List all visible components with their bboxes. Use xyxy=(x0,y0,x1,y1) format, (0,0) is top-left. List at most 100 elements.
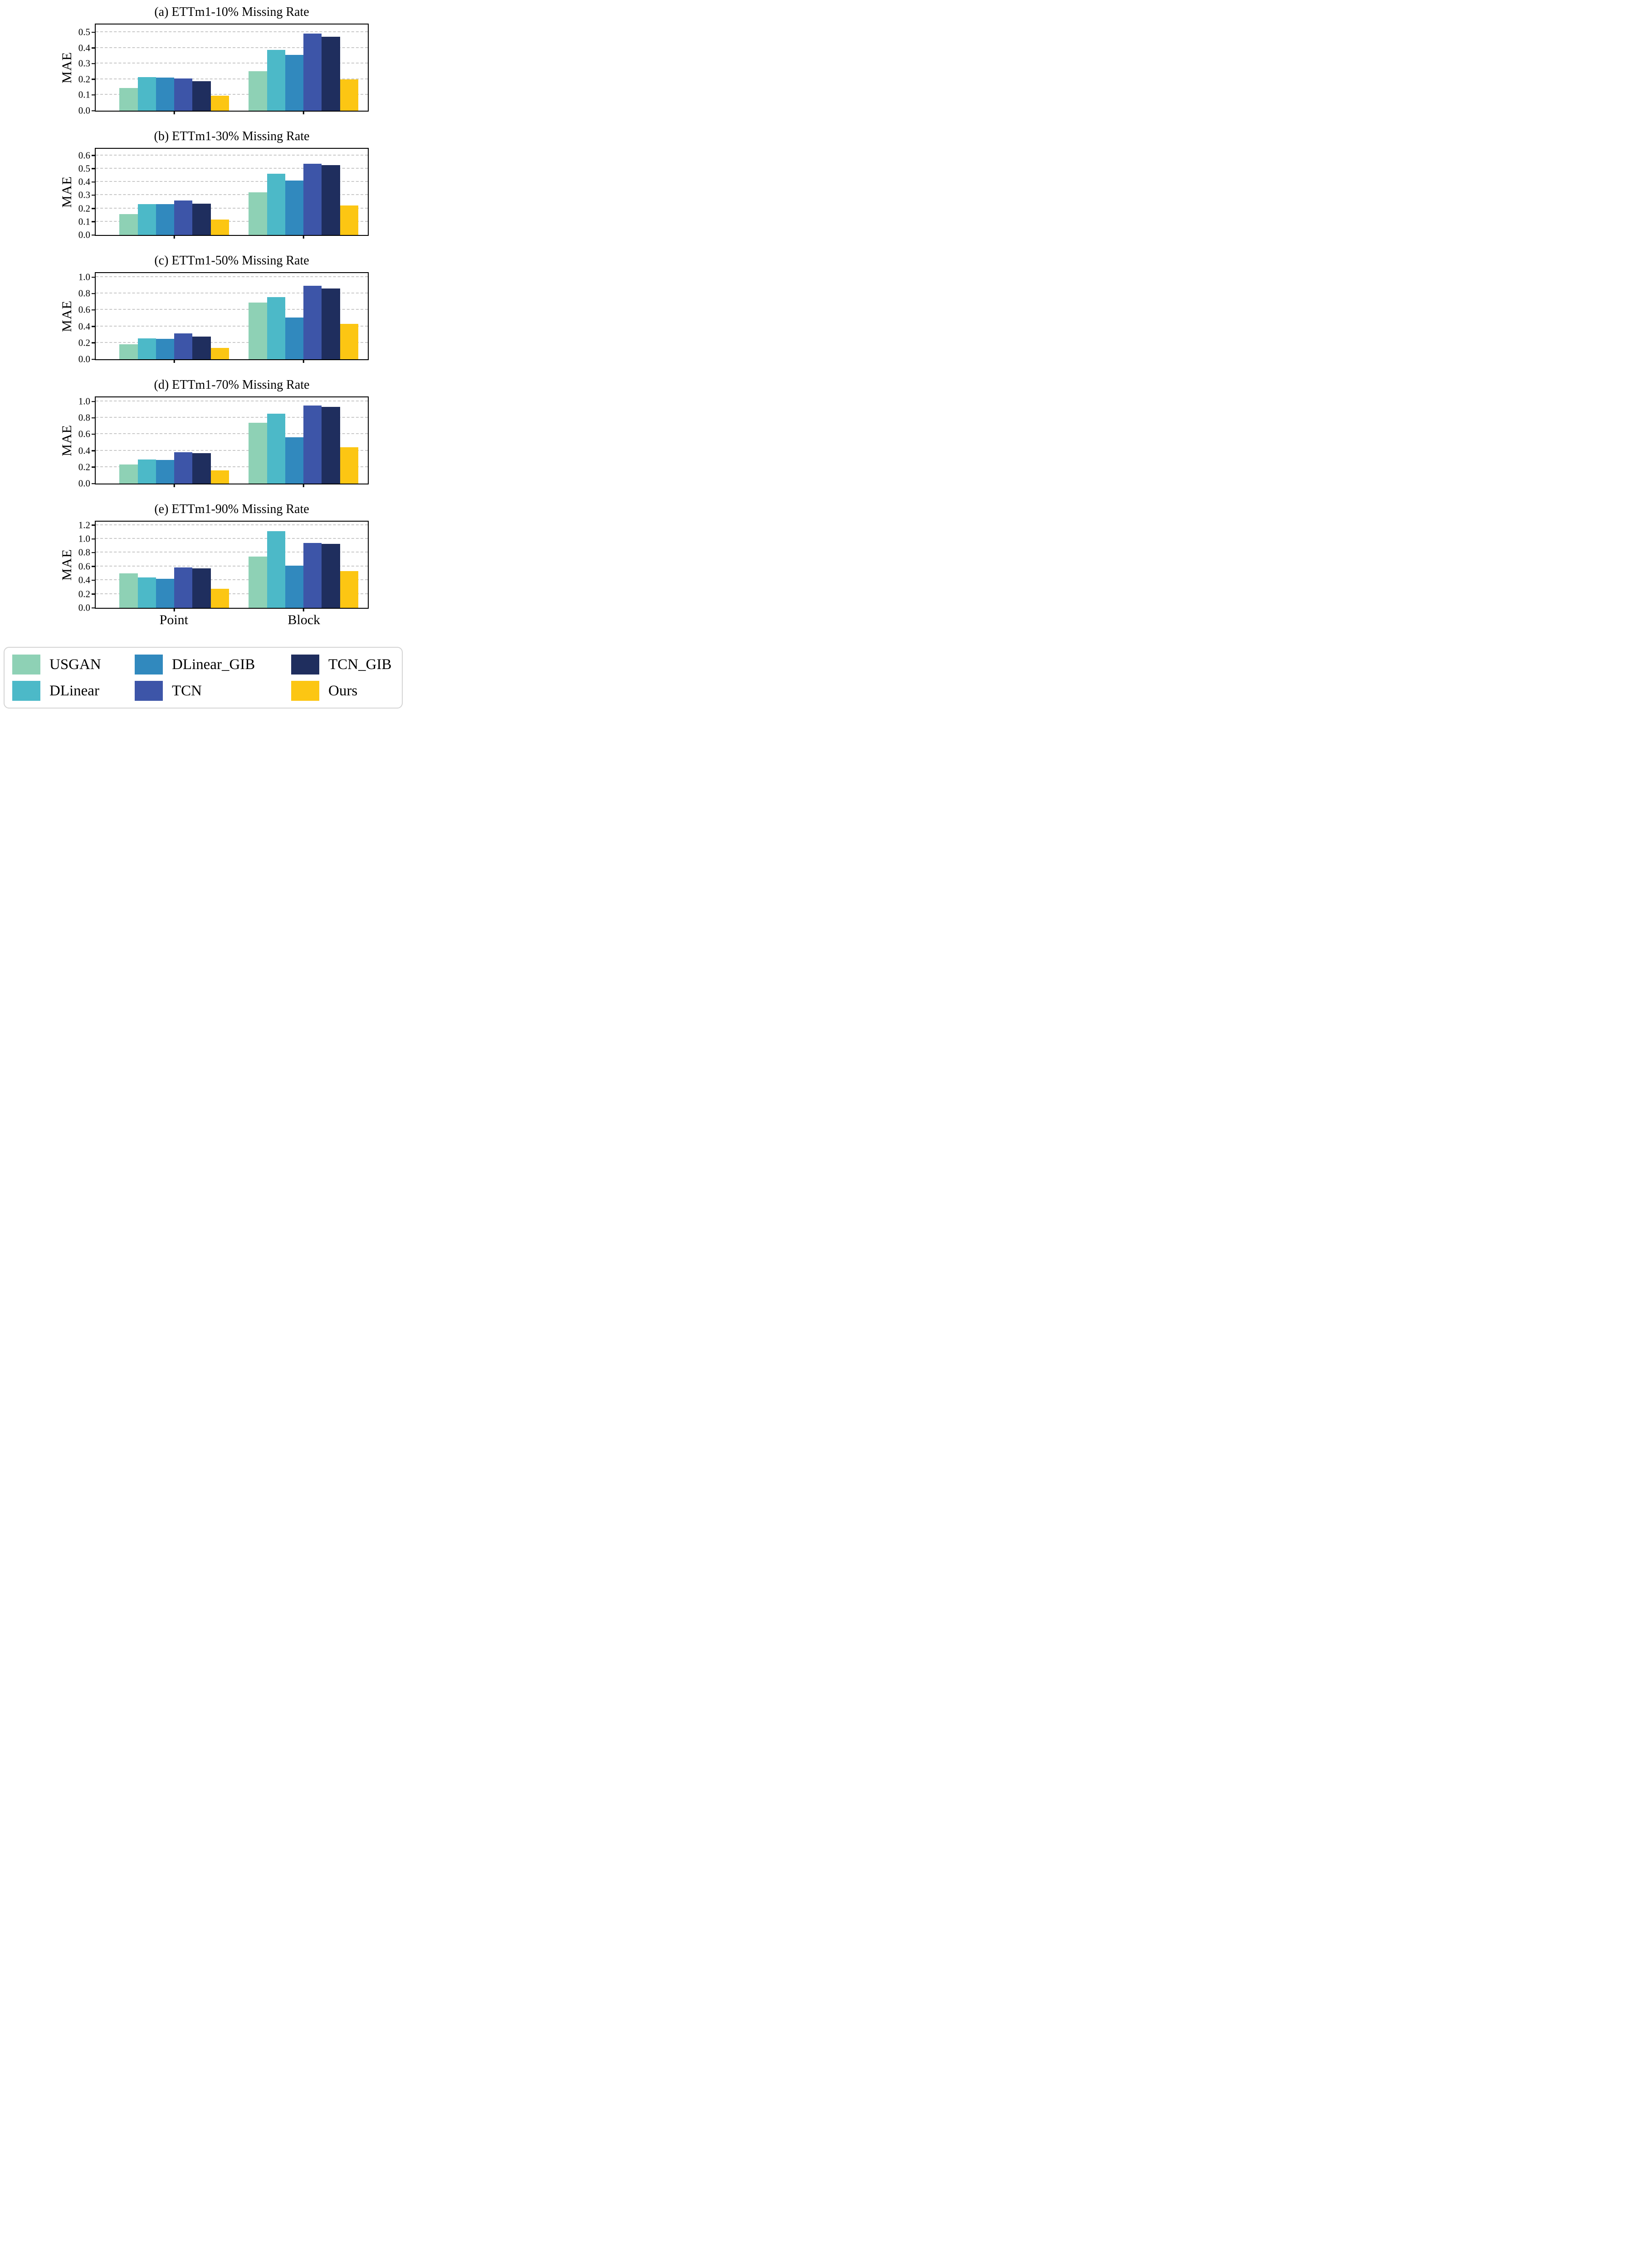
bar-TCN_GIB-Point xyxy=(192,453,211,484)
bar-DLinear_GIB-Block xyxy=(285,565,304,608)
y-tick-label: 0.4 xyxy=(78,445,90,456)
bar-TCN-Point xyxy=(174,333,193,359)
gridline xyxy=(96,63,368,64)
legend-swatch-DLinear_GIB xyxy=(135,655,163,675)
plot-area: 0.0 0.2 0.4 0.6 0.8 1.0 xyxy=(78,396,369,488)
legend-label: DLinear_GIB xyxy=(172,656,255,673)
bar-TCN_GIB-Point xyxy=(192,81,211,111)
y-tick-label: 0.4 xyxy=(78,574,90,586)
y-tick-mark xyxy=(92,524,95,526)
x-tick-labels: Point Block xyxy=(95,609,369,629)
y-axis-label: MAE xyxy=(58,24,76,112)
gridline xyxy=(96,309,368,310)
plot-area: 0.0 0.1 0.2 0.3 0.4 0.5 0.6 xyxy=(78,148,369,240)
bar-TCN_GIB-Point xyxy=(192,568,211,608)
gridline xyxy=(96,565,368,567)
y-tick-mark xyxy=(92,78,95,80)
bar-USGAN-Block xyxy=(249,556,267,608)
y-tick-label: 0.2 xyxy=(78,588,90,600)
y-tick-mark xyxy=(92,401,95,402)
y-tick-label: 1.0 xyxy=(78,533,90,544)
subplot-title: (b) ETTm1-30% Missing Rate xyxy=(154,129,310,143)
x-tick-label-block: Block xyxy=(288,612,321,627)
legend-label: USGAN xyxy=(49,656,101,673)
legend-column-2: DLinear_GIB TCN xyxy=(135,655,291,701)
legend-swatch-TCN_GIB xyxy=(291,655,319,675)
plot-area: 0.0 0.2 0.4 0.6 0.8 1.0 1.2 xyxy=(78,520,369,612)
y-tick-label: 0.6 xyxy=(78,150,90,161)
gridline xyxy=(96,342,368,343)
bar-Ours-Point xyxy=(210,95,229,111)
y-tick-mark xyxy=(92,434,95,435)
y-tick-mark xyxy=(92,168,95,170)
legend-column-1: USGAN DLinear xyxy=(12,655,135,701)
legend-swatch-Ours xyxy=(291,681,319,701)
bar-DLinear_GIB-Block xyxy=(285,437,304,484)
x-tick-mark xyxy=(303,608,304,611)
y-tick-label: 0.4 xyxy=(78,321,90,332)
y-tick-label: 0.3 xyxy=(78,58,90,69)
gridline xyxy=(96,154,368,156)
bar-USGAN-Point xyxy=(119,88,138,111)
gridline xyxy=(96,325,368,327)
bar-USGAN-Block xyxy=(249,423,267,484)
x-tick-mark xyxy=(303,484,304,487)
y-tick-mark xyxy=(92,293,95,294)
legend-item-DLinear: DLinear xyxy=(12,681,135,701)
bar-Ours-Block xyxy=(340,79,359,111)
legend-label: Ours xyxy=(328,682,358,699)
y-tick-mark xyxy=(92,552,95,553)
bar-TCN_GIB-Block xyxy=(322,407,340,484)
y-tick-mark xyxy=(92,538,95,540)
bar-DLinear-Block xyxy=(267,414,285,484)
y-tick-mark xyxy=(92,358,95,360)
subplot-1: (a) ETTm1-10% Missing Rate 0.0 0.1 0.2 0.3 0.… xyxy=(0,5,406,115)
y-tick-mark xyxy=(92,195,95,196)
y-axis-label-text: MAE xyxy=(59,549,75,581)
gridline xyxy=(96,593,368,594)
bar-DLinear_GIB-Point xyxy=(156,338,175,359)
y-tick-mark xyxy=(92,450,95,451)
y-tick-label: 0.6 xyxy=(78,428,90,440)
y-tick-mark xyxy=(92,221,95,223)
bar-USGAN-Point xyxy=(119,464,138,484)
y-tick-label: 1.2 xyxy=(78,519,90,531)
x-tick-mark xyxy=(303,111,304,114)
x-tick-label-point: Point xyxy=(159,612,188,627)
y-tick-label: 0.6 xyxy=(78,304,90,315)
y-axis-label-text: MAE xyxy=(59,52,75,83)
x-tick-mark xyxy=(303,359,304,363)
charts-stack: (a) ETTm1-10% Missing Rate 0.0 0.1 0.2 0.3 0.… xyxy=(0,5,406,629)
y-tick-mark xyxy=(92,47,95,49)
y-tick-mark xyxy=(92,466,95,468)
bar-DLinear_GIB-Block xyxy=(285,317,304,359)
x-tick-mark xyxy=(173,111,175,114)
legend-item-TCN: TCN xyxy=(135,681,291,701)
bar-TCN-Block xyxy=(303,164,322,235)
bar-DLinear_GIB-Point xyxy=(156,78,175,111)
bar-DLinear-Block xyxy=(267,49,285,111)
y-axis-label: MAE xyxy=(58,396,76,484)
bar-USGAN-Point xyxy=(119,344,138,359)
bar-DLinear_GIB-Block xyxy=(285,55,304,111)
gridline xyxy=(96,450,368,451)
bar-DLinear_GIB-Point xyxy=(156,460,175,484)
gridline xyxy=(96,466,368,467)
bar-Ours-Point xyxy=(210,589,229,608)
y-tick-mark xyxy=(92,208,95,209)
plot-area: 0.0 0.2 0.4 0.6 0.8 1.0 xyxy=(78,272,369,364)
y-tick-mark xyxy=(92,326,95,327)
y-tick-mark xyxy=(92,342,95,344)
y-tick-mark xyxy=(92,566,95,567)
y-tick-label: 0.2 xyxy=(78,73,90,85)
y-tick-label: 0.8 xyxy=(78,288,90,299)
bar-DLinear-Point xyxy=(137,338,156,359)
bar-USGAN-Point xyxy=(119,573,138,608)
y-tick-mark xyxy=(92,32,95,33)
y-tick-mark xyxy=(92,276,95,278)
bar-DLinear-Point xyxy=(137,577,156,608)
y-tick-mark xyxy=(92,155,95,156)
y-tick-label: 0.8 xyxy=(78,547,90,558)
y-tick-mark xyxy=(92,181,95,183)
bar-USGAN-Block xyxy=(249,71,267,111)
